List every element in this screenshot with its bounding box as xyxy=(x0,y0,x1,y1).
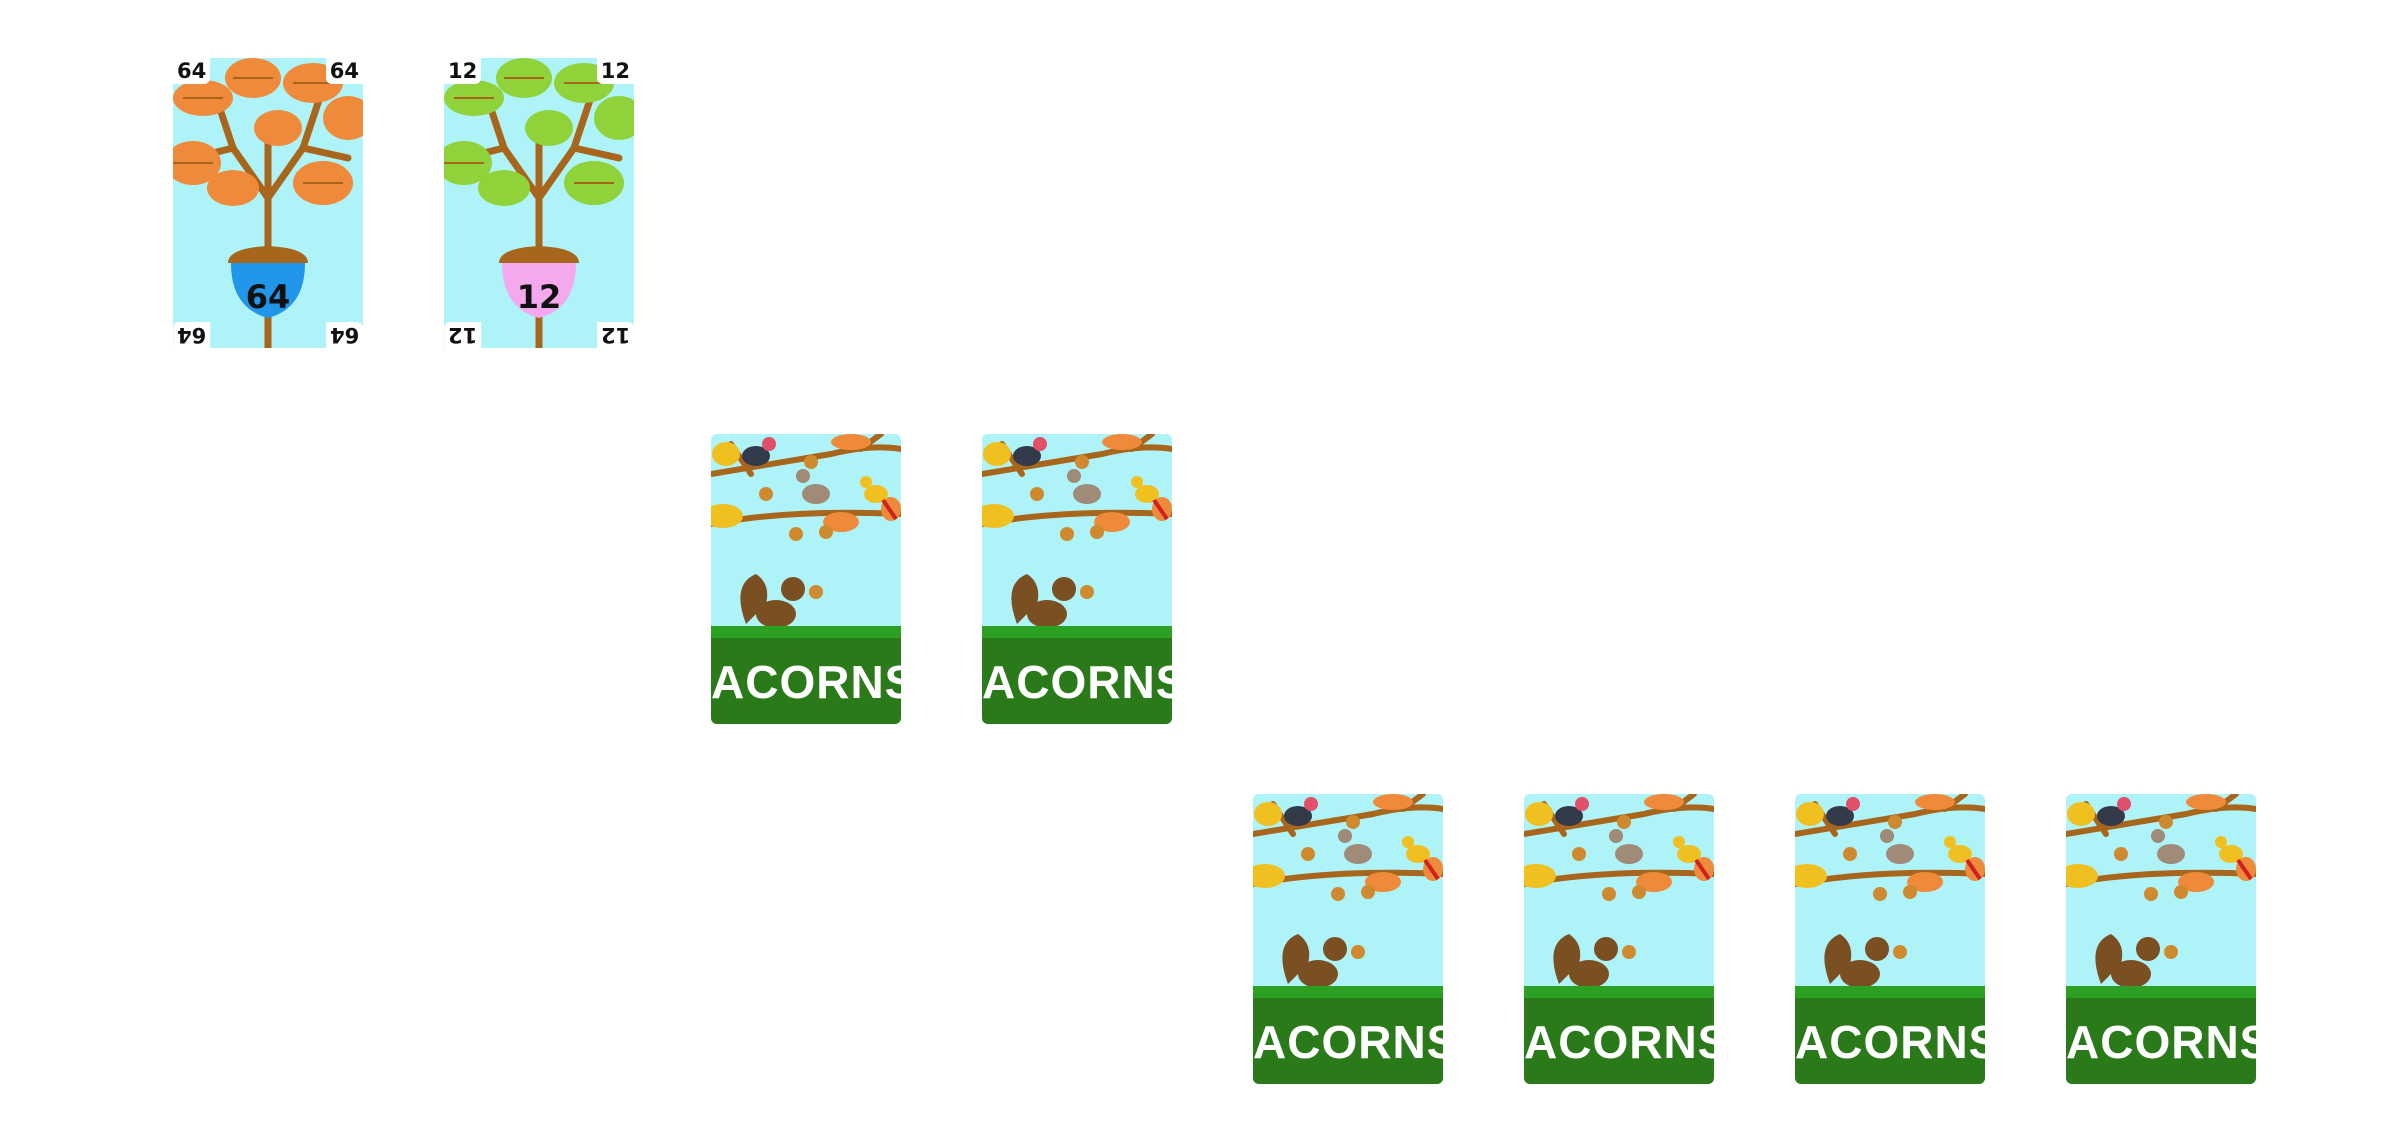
brown-bird-icon xyxy=(796,469,830,504)
card-corner-value: 12 xyxy=(596,58,634,84)
face-down-card[interactable]: ACORNS xyxy=(2066,794,2256,1084)
card-corner-value: 12 xyxy=(444,58,482,84)
yellow-bird-icon xyxy=(860,476,898,521)
squirrel-and-birds-illustration xyxy=(1795,794,1985,1084)
squirrel-and-birds-illustration xyxy=(2066,794,2256,1084)
red-bird-icon xyxy=(742,437,776,466)
card-corner-value: 12 xyxy=(444,322,482,348)
card-corner-value: 64 xyxy=(173,322,211,348)
squirrel-icon xyxy=(740,574,823,628)
red-bird-icon xyxy=(1555,797,1589,826)
card-corner-value: 64 xyxy=(173,58,211,84)
brown-bird-icon xyxy=(1067,469,1101,504)
oak-tree-illustration xyxy=(444,58,634,348)
face-down-card[interactable]: ACORNS xyxy=(711,434,901,724)
squirrel-and-birds-illustration xyxy=(1253,794,1443,1084)
card-12[interactable]: 12 12 12 12 12 xyxy=(444,58,634,348)
yellow-bird-icon xyxy=(1402,836,1440,881)
yellow-bird-icon xyxy=(1673,836,1711,881)
squirrel-and-birds-illustration xyxy=(982,434,1172,724)
card-back-label: ACORNS xyxy=(2066,1016,2256,1068)
red-bird-icon xyxy=(2097,797,2131,826)
acorn-value: 12 xyxy=(516,278,562,316)
card-back-label: ACORNS xyxy=(1524,1016,1714,1068)
face-down-card[interactable]: ACORNS xyxy=(1524,794,1714,1084)
squirrel-and-birds-illustration xyxy=(1524,794,1714,1084)
acorn-value: 64 xyxy=(245,278,291,316)
yellow-bird-icon xyxy=(1944,836,1982,881)
brown-bird-icon xyxy=(1338,829,1372,864)
card-back-label: ACORNS xyxy=(982,656,1172,708)
card-corner-value: 64 xyxy=(325,58,363,84)
yellow-bird-icon xyxy=(1131,476,1169,521)
yellow-bird-icon xyxy=(2215,836,2253,881)
red-bird-icon xyxy=(1284,797,1318,826)
card-corner-value: 12 xyxy=(596,322,634,348)
red-bird-icon xyxy=(1013,437,1047,466)
card-corner-value: 64 xyxy=(325,322,363,348)
brown-bird-icon xyxy=(1880,829,1914,864)
red-bird-icon xyxy=(1826,797,1860,826)
oak-tree-illustration xyxy=(173,58,363,348)
card-back-label: ACORNS xyxy=(1795,1016,1985,1068)
card-64[interactable]: 64 64 64 64 64 xyxy=(173,58,363,348)
squirrel-icon xyxy=(1824,934,1907,988)
squirrel-icon xyxy=(1553,934,1636,988)
brown-bird-icon xyxy=(1609,829,1643,864)
face-down-card[interactable]: ACORNS xyxy=(1253,794,1443,1084)
face-down-card[interactable]: ACORNS xyxy=(982,434,1172,724)
squirrel-icon xyxy=(2095,934,2178,988)
brown-bird-icon xyxy=(2151,829,2185,864)
squirrel-icon xyxy=(1282,934,1365,988)
squirrel-icon xyxy=(1011,574,1094,628)
face-down-card[interactable]: ACORNS xyxy=(1795,794,1985,1084)
card-back-label: ACORNS xyxy=(1253,1016,1443,1068)
card-back-label: ACORNS xyxy=(711,656,901,708)
squirrel-and-birds-illustration xyxy=(711,434,901,724)
